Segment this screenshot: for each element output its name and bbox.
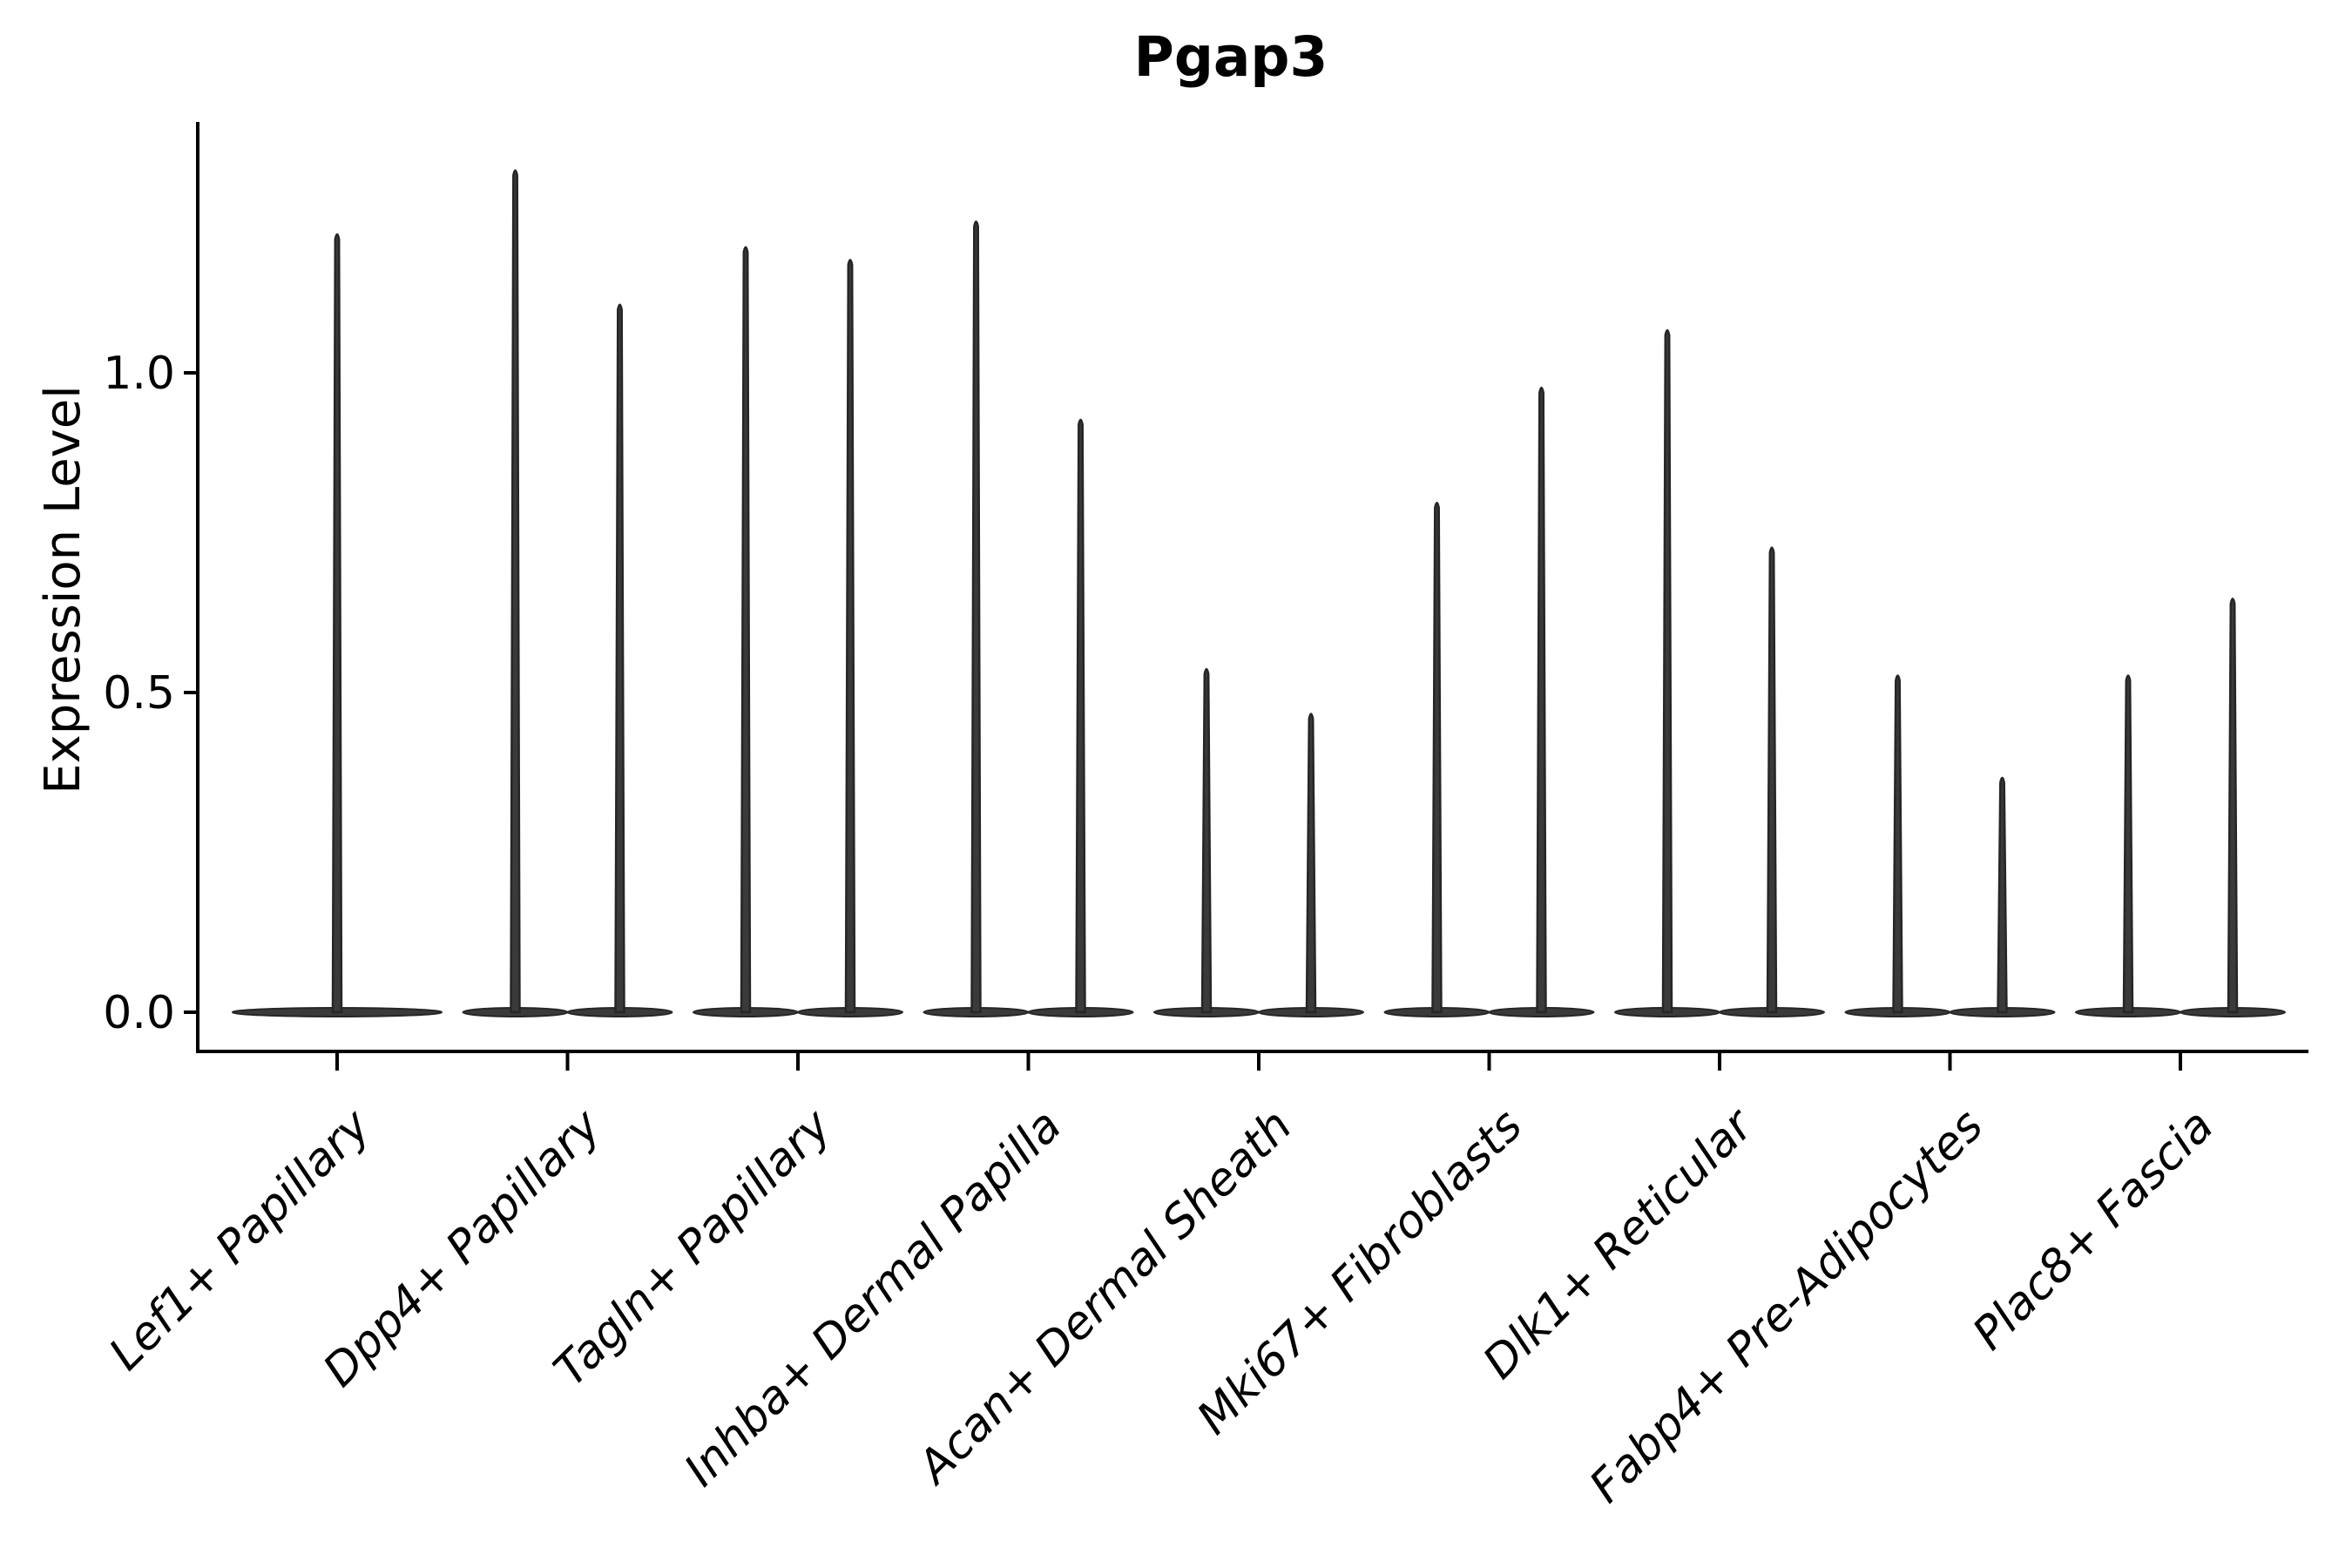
- violin: [797, 259, 903, 1017]
- violin: [1383, 502, 1490, 1017]
- violin: [1949, 776, 2056, 1017]
- violin-spike: [2122, 674, 2134, 1014]
- violin-spike: [614, 303, 625, 1014]
- violin-spike: [1766, 546, 1778, 1014]
- violin: [923, 220, 1030, 1017]
- y-tick-label: 0.5: [103, 667, 175, 720]
- violin-spike: [1661, 328, 1673, 1014]
- violin-spike: [970, 220, 982, 1014]
- y-tick-label: 1.0: [103, 348, 175, 400]
- violin-spike: [1536, 386, 1547, 1014]
- x-tick-label: Plac8+ Fascia: [1963, 1099, 2224, 1360]
- x-tick-label: Inhba+ Dermal Papilla: [674, 1099, 1071, 1497]
- violin-spike: [740, 246, 752, 1014]
- violin: [232, 233, 443, 1017]
- violin: [1614, 328, 1720, 1017]
- violin-spike: [510, 169, 521, 1014]
- violin-spike: [1075, 418, 1086, 1014]
- violin: [1488, 386, 1595, 1017]
- violin-spike: [1431, 502, 1443, 1014]
- y-tick-label: 0.0: [103, 987, 175, 1039]
- violin-spike: [844, 259, 856, 1014]
- violin-spike: [331, 233, 343, 1014]
- x-tick-label: Fabp4+ Pre-Adipocytes: [1580, 1099, 1994, 1513]
- x-tick-label: Acan+ Dermal Sheath: [907, 1099, 1302, 1495]
- violin-spike: [1305, 713, 1317, 1014]
- plot-title: Pgap3: [1133, 25, 1328, 89]
- violin: [2180, 598, 2286, 1017]
- violin: [1844, 674, 1951, 1017]
- violin: [1153, 667, 1260, 1017]
- violin: [1027, 418, 1134, 1017]
- violin: [2075, 674, 2181, 1017]
- violin: [1719, 546, 1825, 1017]
- violin-spike: [1892, 674, 1903, 1014]
- violin-spike: [1997, 776, 2008, 1014]
- violin: [1258, 713, 1364, 1017]
- violin-spike: [1200, 667, 1213, 1014]
- violin: [462, 169, 569, 1017]
- violin: [566, 303, 673, 1017]
- violin: [693, 246, 799, 1017]
- violin-spike: [2227, 598, 2239, 1014]
